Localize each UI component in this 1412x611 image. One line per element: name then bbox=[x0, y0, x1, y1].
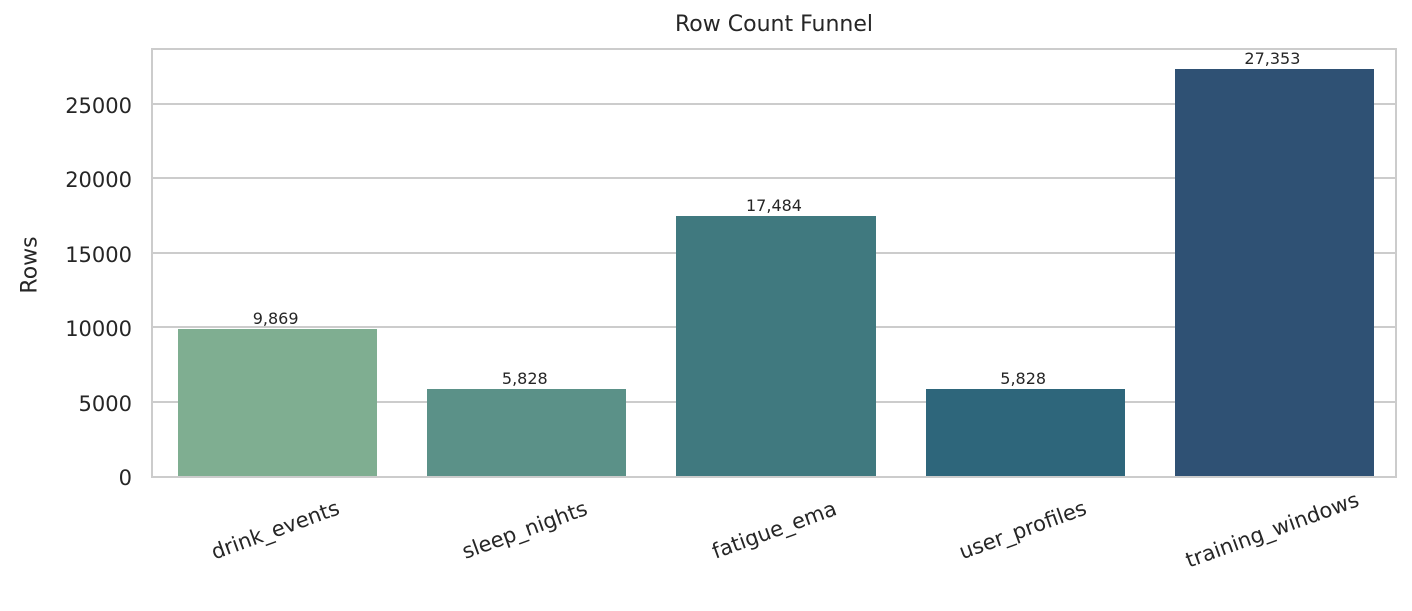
gridline bbox=[153, 177, 1395, 180]
gridline bbox=[153, 102, 1395, 105]
bar-value-label: 5,828 bbox=[1000, 369, 1047, 389]
bar-value-label: 27,353 bbox=[1244, 48, 1301, 68]
bar-fatigue-ema bbox=[676, 215, 876, 476]
bar-value-label: 5,828 bbox=[501, 369, 548, 389]
bar-value-label: 9,869 bbox=[252, 309, 299, 329]
y-tick-label: 20000 bbox=[65, 168, 132, 193]
y-axis-label: Rows bbox=[17, 236, 43, 294]
bar-sleep-nights bbox=[427, 389, 627, 476]
y-tick-label: 0 bbox=[118, 466, 132, 490]
y-tick-label: 10000 bbox=[65, 317, 132, 342]
x-tick-label: user_profiles bbox=[956, 495, 1090, 565]
x-tick-label: drink_events bbox=[208, 495, 343, 565]
bar-value-label: 17,484 bbox=[746, 195, 802, 215]
x-tick-label: fatigue_ema bbox=[708, 496, 840, 564]
x-tick-label: sleep_nights bbox=[459, 496, 591, 564]
y-tick-label: 25000 bbox=[65, 93, 132, 118]
y-tick-label: 5000 bbox=[78, 391, 132, 416]
plot-area bbox=[151, 48, 1397, 478]
bar-training-windows bbox=[1174, 68, 1375, 476]
y-tick-label: 15000 bbox=[65, 242, 132, 267]
chart-title: Row Count Funnel bbox=[675, 12, 873, 37]
x-tick-label: training_windows bbox=[1182, 487, 1363, 573]
bar-drink-events bbox=[177, 329, 378, 476]
bar-user-profiles bbox=[925, 389, 1125, 476]
